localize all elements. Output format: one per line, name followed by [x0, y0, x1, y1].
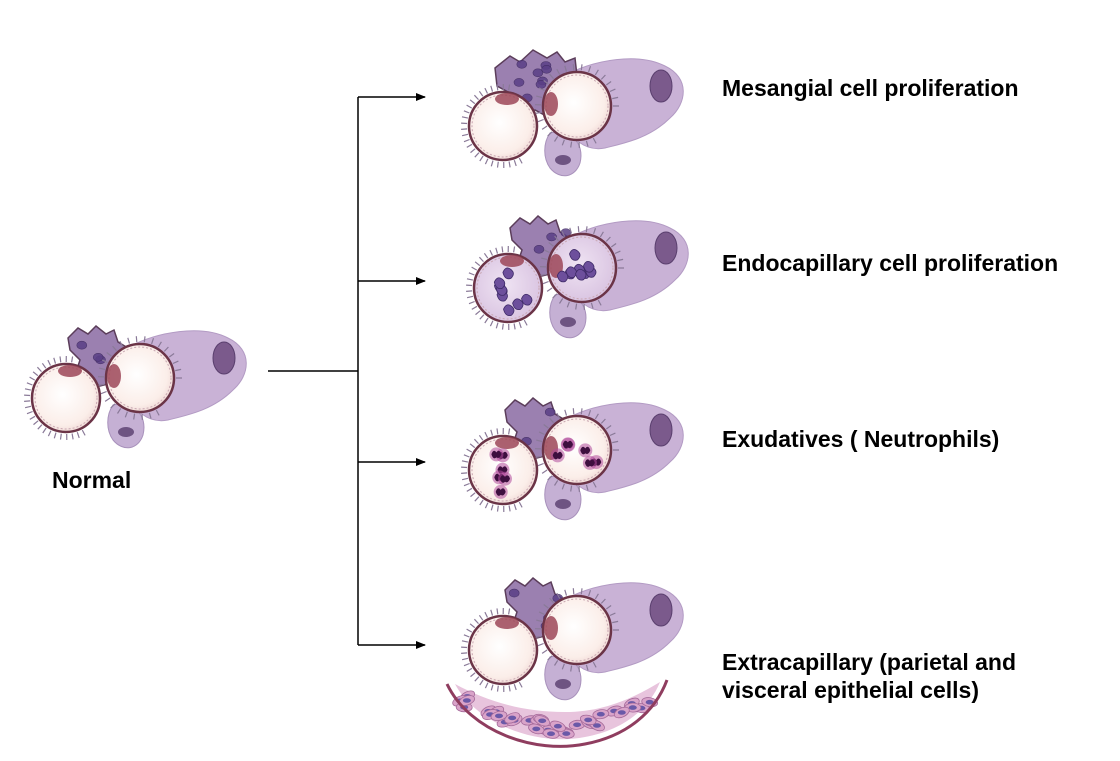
crescent-cell-nucleus	[596, 711, 605, 717]
foot-process-fringe	[461, 607, 523, 693]
branch-connectors	[268, 93, 426, 649]
endocapillary-cell	[569, 249, 581, 261]
mesangial-cell-nucleus	[76, 340, 88, 350]
crescent-cell-nucleus	[628, 705, 637, 710]
mesangial-cell-nucleus	[513, 78, 525, 87]
neutrophil-nucleus	[584, 459, 595, 467]
neutrophil-nucleus	[491, 450, 502, 459]
endothelial-nucleus	[58, 365, 82, 377]
foot-process-fringe	[539, 226, 624, 310]
lower-podocyte-nucleus	[555, 155, 571, 165]
crescent-cell-nucleus	[532, 726, 541, 732]
endocapillary-cell	[502, 267, 514, 280]
mesangial-cell-nucleus	[546, 232, 557, 242]
podocyte-nucleus	[649, 593, 673, 627]
podocyte-nucleus	[649, 69, 673, 103]
crescent-cell-nucleus	[573, 722, 582, 728]
neutrophil-nucleus	[562, 440, 573, 449]
lower-podocyte-nucleus	[560, 317, 576, 327]
endothelial-nucleus	[544, 616, 558, 640]
endocapillary-cell	[521, 293, 533, 306]
extracapillary-label: Extracapillary (parietal and visceral ep…	[722, 648, 1016, 704]
endocapillary-cell	[512, 298, 524, 310]
neutrophils-label-line: Exudatives ( Neutrophils)	[722, 426, 1000, 452]
lower-podocyte-nucleus	[555, 499, 571, 509]
endocapillary-label: Endocapillary cell proliferation	[722, 249, 1058, 277]
mesangial-cell-nucleus	[92, 352, 104, 362]
neutrophil-nucleus	[552, 451, 563, 460]
endocapillary-label-line: Endocapillary cell proliferation	[722, 250, 1059, 276]
foot-process-fringe	[24, 355, 86, 441]
endocapillary-glomerulus	[466, 214, 689, 339]
endocapillary-cell	[556, 270, 569, 283]
crescent-cell-nucleus	[593, 723, 601, 728]
neutrophil-nucleus	[495, 488, 506, 496]
capillary-loop	[467, 90, 539, 162]
mesangial-label: Mesangial cell proliferation	[722, 74, 1019, 102]
mesangial-cell-nucleus	[544, 407, 556, 417]
extracapillary-label-line-2: visceral epithelial cells)	[722, 677, 979, 703]
endothelial-nucleus	[495, 437, 519, 449]
endothelial-nucleus	[544, 92, 558, 116]
foot-process-fringe	[466, 245, 528, 331]
crescent-cell-nucleus	[538, 718, 547, 724]
endocapillary-cell	[493, 277, 506, 289]
endocapillary-cell	[503, 304, 515, 316]
podocyte-nucleus	[654, 231, 678, 265]
mesangial-cell-nucleus	[508, 588, 520, 598]
crescent-cell-nucleus	[584, 717, 593, 723]
crescent-cell-nucleus	[617, 710, 626, 715]
mesangial-cell-nucleus	[532, 68, 544, 78]
endothelial-nucleus	[107, 364, 121, 388]
endocapillary-cell	[575, 268, 587, 281]
foot-process-fringe	[461, 427, 523, 513]
crescent-cell-nucleus	[508, 715, 517, 721]
endocapillary-cell	[583, 260, 595, 273]
capillary-loop	[104, 342, 176, 414]
podocyte-nucleus	[212, 341, 236, 375]
normal-glomerulus	[24, 324, 247, 449]
bowman-capsule	[445, 679, 669, 748]
foot-process-fringe	[534, 408, 619, 492]
crescent-cell-nucleus	[562, 731, 571, 736]
crescent-cell-nucleus	[462, 698, 471, 703]
mesangial-cell-nucleus	[516, 59, 528, 69]
foot-process-fringe	[534, 588, 619, 672]
foot-process-fringe	[534, 64, 619, 148]
capillary-loop	[467, 614, 539, 686]
endothelial-nucleus	[495, 93, 519, 105]
lower-podocyte-nucleus	[118, 427, 134, 437]
extracapillary-label-line-1: Extracapillary (parietal and	[722, 649, 1017, 675]
neutrophils-glomerulus	[461, 396, 684, 521]
mesangial-label-line: Mesangial cell proliferation	[722, 75, 1019, 101]
crescent-cell-nucleus	[553, 723, 562, 729]
endothelial-nucleus	[500, 255, 524, 267]
crescent-cell-nucleus	[645, 699, 654, 705]
neutrophil-nucleus	[500, 475, 510, 483]
mesangial-glomerulus	[461, 49, 684, 177]
foot-process-fringe	[97, 336, 182, 420]
neutrophils-label: Exudatives ( Neutrophils)	[722, 425, 999, 453]
capillary-loop	[541, 70, 613, 142]
mesangial-cell-nucleus	[533, 244, 545, 254]
normal-label: Normal	[52, 467, 132, 493]
foot-process-fringe	[461, 83, 523, 169]
capillary-loop	[472, 252, 544, 324]
podocyte-nucleus	[649, 413, 673, 447]
capillary-loop	[541, 594, 613, 666]
capillary-loop	[30, 362, 102, 434]
mesangial-cell-nucleus	[541, 64, 552, 74]
crescent-cell-nucleus	[495, 713, 503, 719]
crescent-cell-nucleus	[547, 731, 555, 736]
endothelial-nucleus	[495, 617, 519, 629]
lower-podocyte-nucleus	[555, 679, 571, 689]
extracapillary-glomerulus	[445, 576, 684, 748]
neutrophil-nucleus	[580, 446, 591, 455]
